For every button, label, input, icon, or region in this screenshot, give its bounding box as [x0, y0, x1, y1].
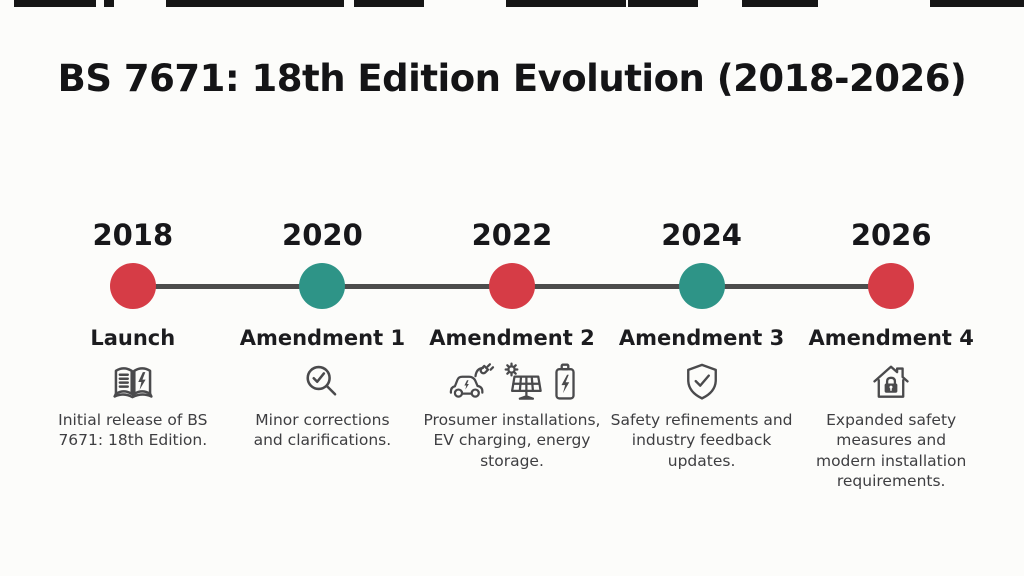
top-edge-artifact: [930, 0, 1024, 7]
milestone-year: 2022: [471, 218, 553, 252]
milestone-description: Safety refinements and industry feedback…: [610, 410, 793, 470]
top-edge-artifact: [628, 0, 698, 7]
milestone-label: Amendment 1: [239, 325, 406, 350]
milestone-2020: 2020 Amendment 1 Minor corrections and c…: [228, 218, 418, 492]
milestone-label: Launch: [90, 325, 176, 350]
milestone-label: Amendment 3: [618, 325, 785, 350]
page-title: BS 7671: 18th Edition Evolution (2018-20…: [57, 57, 967, 100]
timeline-dot-2018: [109, 262, 156, 309]
milestone-2018: 2018 Launch Initial release of BS 7671: …: [38, 218, 228, 492]
milestone-year: 2020: [282, 218, 363, 252]
timeline: 2018 Launch Initial release of BS 7671: …: [38, 218, 986, 492]
milestone-2022: 2022 Amendment 2: [417, 218, 607, 492]
milestone-2024: 2024 Amendment 3 Safety refinements and …: [607, 218, 797, 492]
milestone-description: Initial release of BS 7671: 18th Edition…: [58, 410, 208, 450]
milestone-description: Expanded safety measures and modern inst…: [815, 410, 967, 491]
open-book-lightning-icon: [112, 362, 154, 402]
milestone-label: Amendment 2: [429, 325, 595, 350]
milestone-year: 2026: [850, 218, 932, 252]
magnifier-check-icon: [302, 362, 342, 402]
milestone-label: Amendment 4: [808, 325, 974, 350]
milestone-year: 2024: [661, 218, 742, 252]
top-edge-artifact: [166, 0, 344, 7]
house-padlock-icon: [869, 361, 913, 403]
top-edge-artifact: [506, 0, 626, 7]
timeline-dot-2024: [678, 262, 725, 309]
ev-car-charging-icon: [445, 361, 497, 403]
timeline-dot-2026: [868, 262, 915, 309]
timeline-dot-2020: [299, 262, 346, 309]
milestone-2026: 2026 Amendment 4 Expanded safety measure…: [796, 218, 986, 492]
shield-check-icon: [682, 361, 722, 403]
milestone-description: Minor corrections and clarifications.: [253, 410, 392, 450]
timeline-dot-2022: [488, 262, 535, 309]
top-edge-artifact: [742, 0, 818, 7]
solar-panel-icon: [502, 361, 546, 403]
top-edge-artifact: [14, 0, 96, 7]
top-edge-artifact: [354, 0, 424, 7]
milestone-description: Prosumer installations, EV charging, ene…: [423, 410, 601, 470]
top-edge-artifact: [104, 0, 114, 7]
battery-bolt-icon: [551, 361, 579, 403]
milestone-year: 2018: [92, 218, 174, 252]
